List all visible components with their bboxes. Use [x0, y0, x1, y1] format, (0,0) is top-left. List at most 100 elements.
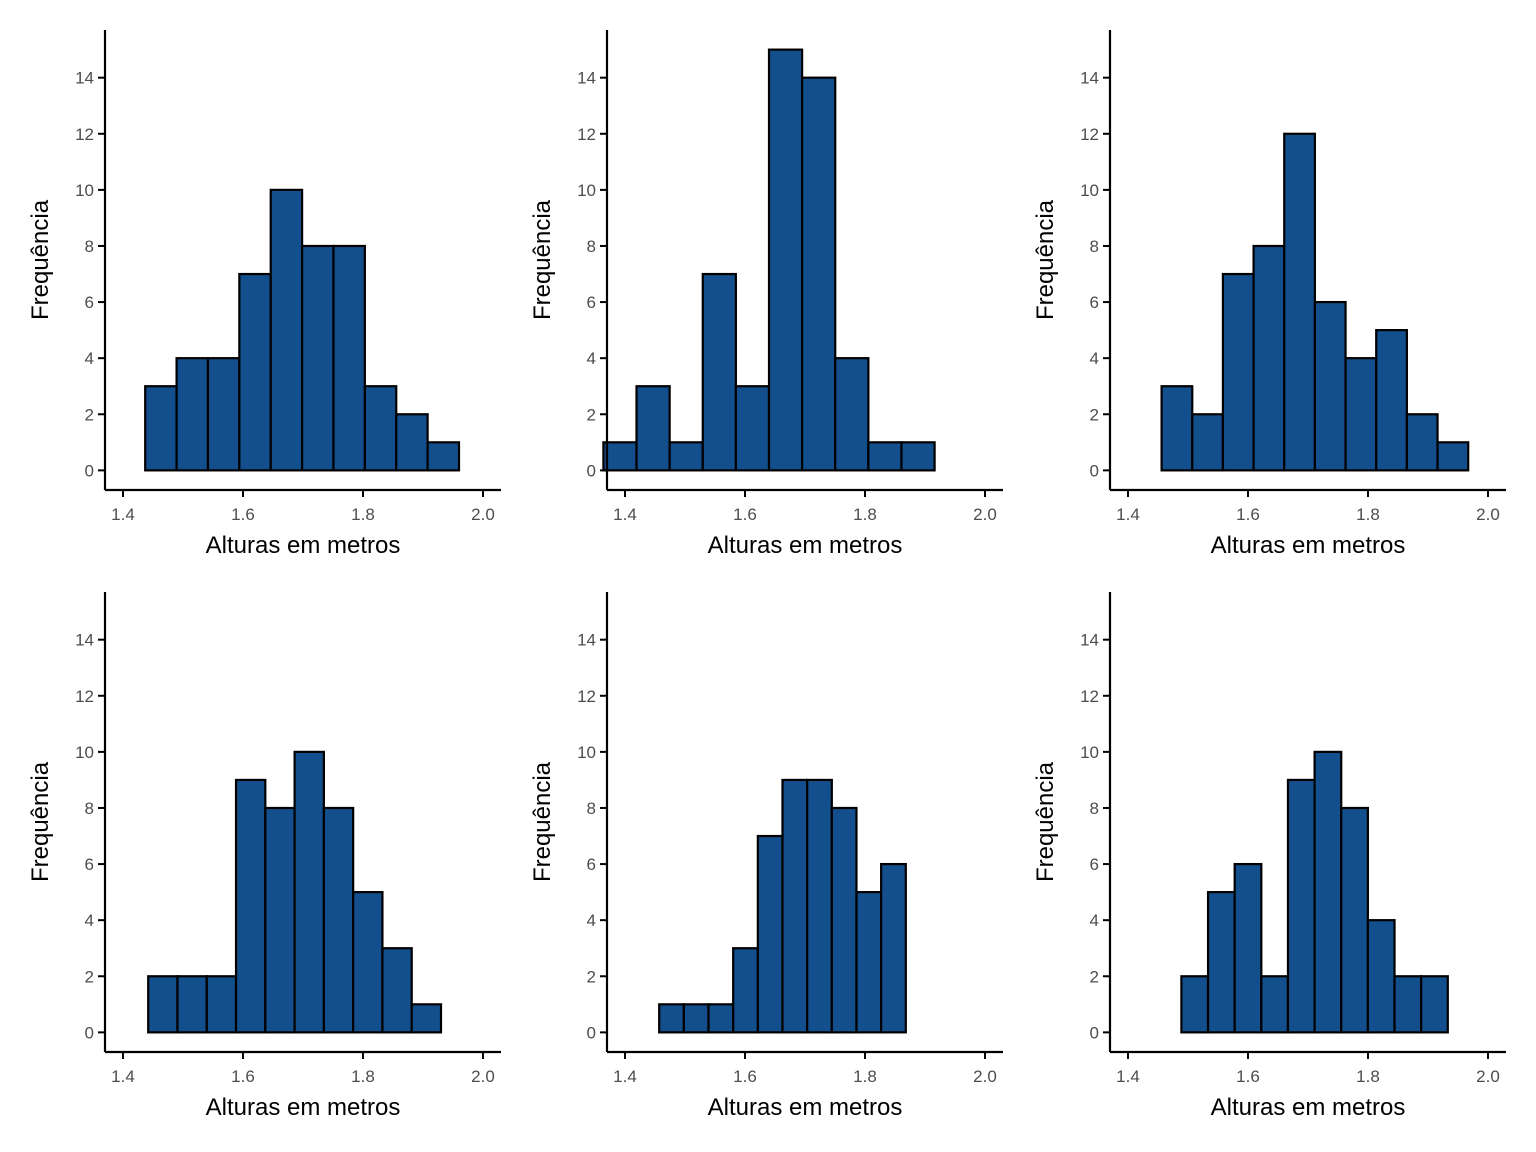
- x-axis-title: Alturas em metros: [708, 532, 903, 559]
- x-tick-label: 1.6: [1236, 505, 1260, 524]
- x-tick-label: 1.8: [1356, 505, 1380, 524]
- histogram-bar: [1340, 806, 1369, 1034]
- histogram-bar: [1344, 357, 1378, 472]
- x-tick-label: 2.0: [471, 505, 495, 524]
- histogram-bar: [205, 975, 238, 1034]
- y-tick-label: 14: [75, 69, 94, 88]
- x-axis-title: Alturas em metros: [206, 1094, 401, 1121]
- x-tick-label: 1.4: [613, 1067, 637, 1086]
- histogram-bar: [781, 778, 809, 1034]
- y-tick-label: 14: [1080, 69, 1099, 88]
- y-tick-label: 14: [577, 69, 596, 88]
- x-tick-label: 1.6: [231, 1067, 255, 1086]
- y-tick-label: 8: [587, 799, 596, 818]
- histogram-bar: [756, 834, 784, 1034]
- y-tick-label: 0: [1090, 1023, 1099, 1042]
- x-tick-label: 1.8: [351, 505, 375, 524]
- y-tick-label: 10: [75, 181, 94, 200]
- x-tick-label: 1.4: [111, 505, 135, 524]
- x-tick-label: 1.6: [1236, 1067, 1260, 1086]
- y-tick-label: 2: [587, 405, 596, 424]
- histogram-bar: [1260, 975, 1290, 1034]
- y-tick-label: 12: [577, 687, 596, 706]
- histogram-bar: [175, 357, 210, 472]
- histogram-bar: [668, 441, 704, 472]
- histogram-bar: [176, 975, 208, 1034]
- y-tick-label: 4: [85, 349, 94, 368]
- histogram-bar: [834, 357, 870, 472]
- y-tick-label: 12: [577, 125, 596, 144]
- y-tick-label: 0: [587, 1023, 596, 1042]
- y-axis-title: Frequência: [1032, 199, 1059, 320]
- y-tick-label: 8: [85, 799, 94, 818]
- histogram-bar: [1313, 750, 1343, 1034]
- y-axis-title: Frequência: [529, 761, 556, 882]
- histogram-bar: [767, 48, 804, 472]
- x-tick-label: 1.6: [733, 1067, 757, 1086]
- x-tick-label: 2.0: [973, 505, 997, 524]
- x-tick-label: 2.0: [1476, 505, 1500, 524]
- histogram-bar: [830, 806, 858, 1034]
- histogram-bar: [322, 806, 355, 1034]
- histogram-bar: [867, 441, 903, 472]
- histogram-bar: [1420, 975, 1449, 1034]
- histogram-bar: [900, 441, 936, 472]
- histogram-bar: [1221, 272, 1255, 472]
- histogram-bar: [1375, 329, 1408, 472]
- y-tick-label: 12: [1080, 687, 1099, 706]
- x-axis-title: Alturas em metros: [708, 1094, 903, 1121]
- x-tick-label: 2.0: [1476, 1067, 1500, 1086]
- x-tick-label: 1.8: [853, 1067, 877, 1086]
- y-tick-label: 8: [1090, 799, 1099, 818]
- y-axis-title: Frequência: [27, 761, 54, 882]
- y-tick-label: 6: [587, 855, 596, 874]
- y-tick-label: 0: [587, 461, 596, 480]
- histogram-bar: [1206, 891, 1236, 1034]
- y-tick-label: 10: [577, 181, 596, 200]
- x-tick-label: 1.4: [1116, 505, 1140, 524]
- histogram-bar: [332, 244, 366, 472]
- histogram-bar: [1393, 975, 1423, 1034]
- histogram-bar: [234, 778, 267, 1034]
- histogram-bar: [855, 891, 883, 1034]
- histogram-bar: [635, 385, 671, 472]
- histogram-bar: [1436, 441, 1470, 472]
- x-tick-label: 1.6: [733, 505, 757, 524]
- histogram-bar: [293, 750, 325, 1034]
- histogram-bar: [1286, 778, 1316, 1034]
- x-tick-label: 1.8: [853, 505, 877, 524]
- histogram-bar: [707, 1003, 735, 1034]
- histogram-bar: [301, 244, 335, 472]
- histogram-bar: [352, 891, 384, 1034]
- x-axis-title: Alturas em metros: [1211, 532, 1406, 559]
- y-tick-label: 8: [85, 237, 94, 256]
- histogram-bar: [1233, 862, 1263, 1034]
- histogram-bar: [269, 188, 304, 472]
- histogram-bar: [880, 862, 907, 1034]
- histogram-bar: [658, 1003, 685, 1034]
- y-axis-title: Frequência: [529, 199, 556, 320]
- x-axis-title: Alturas em metros: [1211, 1094, 1406, 1121]
- histogram-bar: [801, 76, 837, 472]
- y-tick-label: 6: [1090, 293, 1099, 312]
- y-tick-label: 6: [85, 293, 94, 312]
- histogram-bar: [147, 975, 179, 1034]
- y-axis-title: Frequência: [1032, 761, 1059, 882]
- histogram-panel-4: 0 2 4 6 8 10 12 14 1.4 1.6 1.8 2.0 Alturas em metros…: [27, 592, 501, 1121]
- histogram-bar: [238, 272, 272, 472]
- histogram-bar: [426, 441, 461, 472]
- histogram-bar: [1191, 413, 1225, 472]
- histogram-panel-5: 0 2 4 6 8 10 12 14 1.4 1.6 1.8 2.0 Alturas em metros…: [529, 592, 1003, 1121]
- y-tick-label: 14: [75, 631, 94, 650]
- x-tick-label: 1.4: [613, 505, 637, 524]
- histogram-bar: [602, 441, 638, 472]
- histogram-bar: [1160, 385, 1194, 472]
- y-tick-label: 10: [75, 743, 94, 762]
- histogram-bar: [144, 385, 178, 472]
- histogram-bar: [1313, 300, 1347, 472]
- y-tick-label: 6: [1090, 855, 1099, 874]
- x-tick-label: 2.0: [973, 1067, 997, 1086]
- y-tick-label: 12: [75, 687, 94, 706]
- y-tick-label: 12: [1080, 125, 1099, 144]
